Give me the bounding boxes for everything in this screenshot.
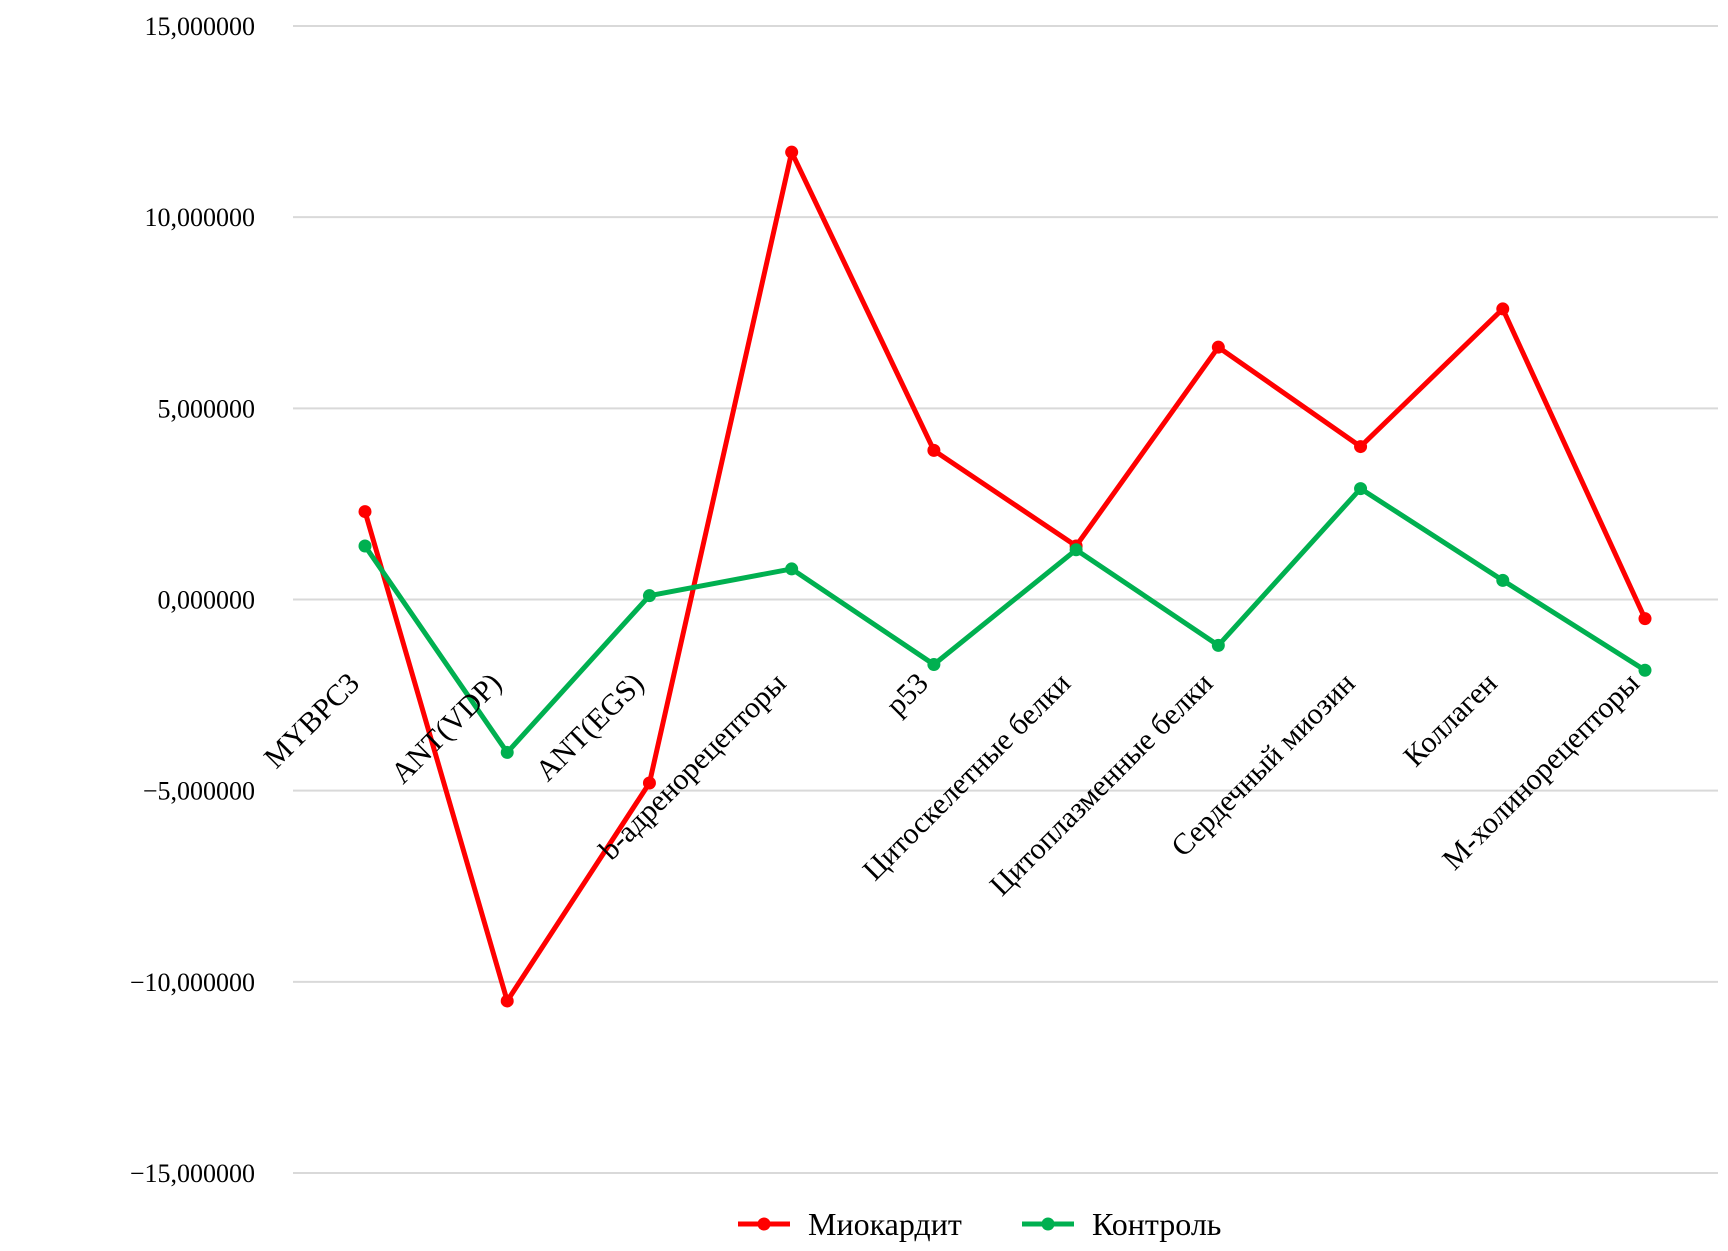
data-point bbox=[358, 505, 372, 519]
data-point bbox=[1638, 612, 1652, 626]
series-2 bbox=[358, 482, 1652, 759]
data-point bbox=[1211, 638, 1225, 652]
data-point bbox=[1069, 543, 1083, 557]
data-point bbox=[1354, 482, 1368, 496]
legend-label: Контроль bbox=[1092, 1206, 1221, 1242]
series-line bbox=[362, 486, 1648, 755]
data-point bbox=[785, 145, 799, 159]
x-tick-label: p53 bbox=[880, 667, 935, 722]
y-tick-label: 10,000000 bbox=[145, 203, 256, 232]
data-point bbox=[500, 745, 514, 759]
data-point bbox=[500, 994, 514, 1008]
series-line bbox=[362, 149, 1648, 1004]
y-tick-label: −15,000000 bbox=[130, 1159, 255, 1188]
legend-marker bbox=[1041, 1217, 1055, 1231]
x-tick-label: ANT(EGS) bbox=[529, 667, 650, 788]
data-point bbox=[358, 539, 372, 553]
legend-item: Миокардит bbox=[738, 1206, 962, 1242]
x-tick-label: Коллаген bbox=[1397, 667, 1504, 774]
series-1 bbox=[358, 145, 1652, 1008]
legend-label: Миокардит bbox=[808, 1206, 962, 1242]
data-point bbox=[1496, 302, 1510, 316]
data-point bbox=[927, 657, 941, 671]
data-point bbox=[642, 589, 656, 603]
x-tick-label: MYBPC3 bbox=[258, 667, 366, 775]
y-tick-label: 5,000000 bbox=[158, 394, 256, 423]
data-point bbox=[785, 562, 799, 576]
y-tick-label: 15,000000 bbox=[145, 12, 256, 41]
data-point bbox=[1496, 573, 1510, 587]
legend-item: Контроль bbox=[1022, 1206, 1221, 1242]
y-axis: 15,000000 10,000000 5,000000 0,000000 −5,000… bbox=[130, 12, 255, 1188]
y-tick-label: −10,000000 bbox=[130, 968, 255, 997]
series-layer bbox=[358, 145, 1652, 1008]
data-point bbox=[1354, 440, 1368, 454]
y-tick-label: −5,000000 bbox=[143, 777, 255, 806]
data-point bbox=[927, 443, 941, 457]
y-tick-label: 0,000000 bbox=[158, 586, 256, 615]
data-point bbox=[642, 776, 656, 790]
legend-marker bbox=[757, 1217, 771, 1231]
grid-lines bbox=[293, 25, 1718, 1174]
data-point bbox=[1211, 340, 1225, 354]
legend: Миокардит Контроль bbox=[738, 1206, 1221, 1242]
data-point bbox=[1638, 663, 1652, 677]
